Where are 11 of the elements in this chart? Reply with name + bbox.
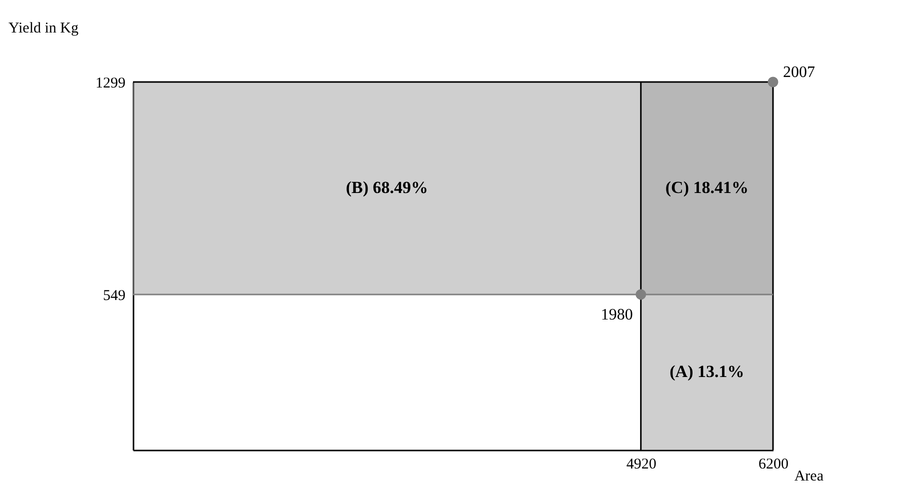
- x-axis-title: Area: [794, 468, 824, 484]
- annotation: (B) 68.49%: [346, 178, 428, 198]
- y-tick-label: 1299: [96, 76, 126, 92]
- x-tick-label: 4920: [626, 456, 656, 472]
- annotation: 2007: [783, 64, 815, 81]
- annotation: (C) 18.41%: [665, 178, 748, 198]
- annotation: (A) 13.1%: [670, 362, 744, 382]
- y-tick-label: 549: [103, 288, 126, 304]
- annotation: 1980: [600, 306, 633, 324]
- x-tick-label: 6200: [758, 456, 788, 472]
- y-axis-title: Yield in Kg: [8, 20, 79, 36]
